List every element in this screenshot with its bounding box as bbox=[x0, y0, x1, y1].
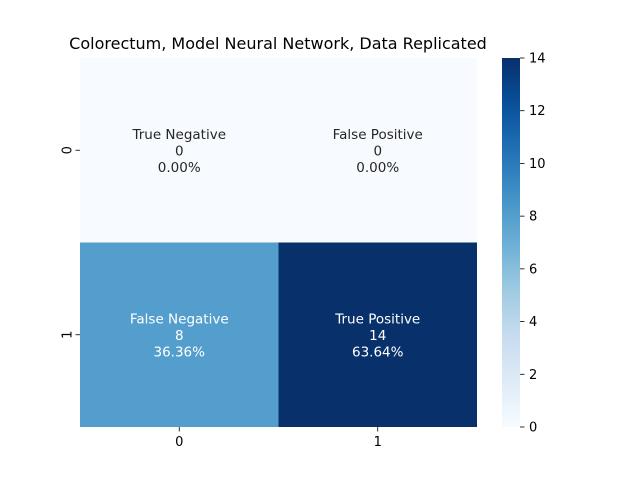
cell-label-0-0: True Negative bbox=[131, 127, 226, 143]
cell-percent-0-1: 0.00% bbox=[356, 160, 399, 176]
colorbar-tick-label: 14 bbox=[529, 52, 546, 67]
cell-label-0-1: False Positive bbox=[333, 127, 423, 143]
heatmap-cell-1-1 bbox=[278, 242, 477, 427]
heatmap-axes: 0 1 0 1 bbox=[61, 146, 382, 450]
colorbar: 0 2 4 6 8 10 12 14 bbox=[502, 52, 546, 436]
cell-label-1-0: False Negative bbox=[130, 311, 229, 327]
heatmap-cell-0-0 bbox=[80, 58, 279, 243]
cell-percent-1-1: 63.64% bbox=[352, 344, 404, 360]
y-tick-label: 0 bbox=[61, 146, 76, 154]
cell-count-1-0: 8 bbox=[175, 328, 184, 344]
x-tick-label: 0 bbox=[175, 435, 183, 450]
cell-count-1-1: 14 bbox=[369, 328, 386, 344]
cell-label-1-1: True Positive bbox=[334, 311, 420, 327]
colorbar-tick-label: 4 bbox=[529, 315, 537, 330]
colorbar-tick-label: 0 bbox=[529, 421, 537, 436]
heatmap-cell-1-0 bbox=[80, 242, 279, 427]
cell-percent-1-0: 36.36% bbox=[154, 344, 206, 360]
colorbar-tick-label: 10 bbox=[529, 157, 546, 172]
colorbar-gradient bbox=[502, 58, 520, 427]
cell-count-0-0: 0 bbox=[175, 143, 184, 159]
cell-percent-0-0: 0.00% bbox=[158, 160, 201, 176]
colorbar-tick-label: 2 bbox=[529, 368, 537, 383]
x-tick-label: 1 bbox=[374, 435, 382, 450]
y-tick-label: 1 bbox=[61, 331, 76, 339]
colorbar-tick-label: 12 bbox=[529, 104, 546, 119]
cell-count-0-1: 0 bbox=[373, 143, 382, 159]
heatmap-cell-0-1 bbox=[278, 58, 477, 243]
colorbar-tick-label: 8 bbox=[529, 210, 537, 225]
colorbar-tick-label: 6 bbox=[529, 262, 537, 277]
chart-title: Colorectum, Model Neural Network, Data R… bbox=[69, 34, 487, 53]
